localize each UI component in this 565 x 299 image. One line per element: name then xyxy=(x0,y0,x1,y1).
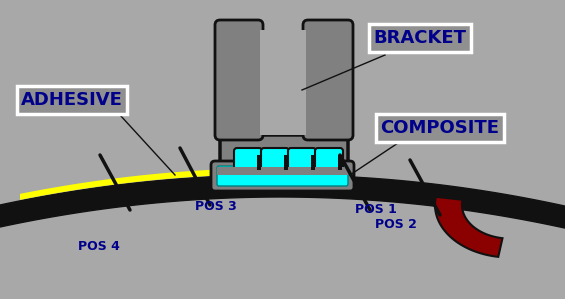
Polygon shape xyxy=(20,168,310,200)
FancyBboxPatch shape xyxy=(284,155,288,170)
Polygon shape xyxy=(435,197,502,257)
FancyBboxPatch shape xyxy=(261,148,289,172)
FancyBboxPatch shape xyxy=(234,148,262,172)
FancyBboxPatch shape xyxy=(288,148,316,172)
Polygon shape xyxy=(220,25,348,163)
FancyBboxPatch shape xyxy=(338,155,342,170)
FancyBboxPatch shape xyxy=(311,155,315,170)
Text: POS 4: POS 4 xyxy=(78,240,120,253)
FancyBboxPatch shape xyxy=(303,20,353,140)
FancyBboxPatch shape xyxy=(315,148,343,172)
Text: POS 1: POS 1 xyxy=(355,203,397,216)
Text: POS 2: POS 2 xyxy=(375,218,417,231)
Text: ADHESIVE: ADHESIVE xyxy=(21,91,123,109)
FancyBboxPatch shape xyxy=(215,20,263,140)
FancyBboxPatch shape xyxy=(257,155,261,170)
FancyBboxPatch shape xyxy=(217,167,348,175)
FancyBboxPatch shape xyxy=(211,161,354,191)
FancyBboxPatch shape xyxy=(217,166,348,186)
Polygon shape xyxy=(0,175,565,230)
Text: COMPOSITE: COMPOSITE xyxy=(380,119,499,137)
FancyBboxPatch shape xyxy=(260,30,306,135)
Text: BRACKET: BRACKET xyxy=(373,29,467,47)
Text: POS 3: POS 3 xyxy=(195,200,237,213)
